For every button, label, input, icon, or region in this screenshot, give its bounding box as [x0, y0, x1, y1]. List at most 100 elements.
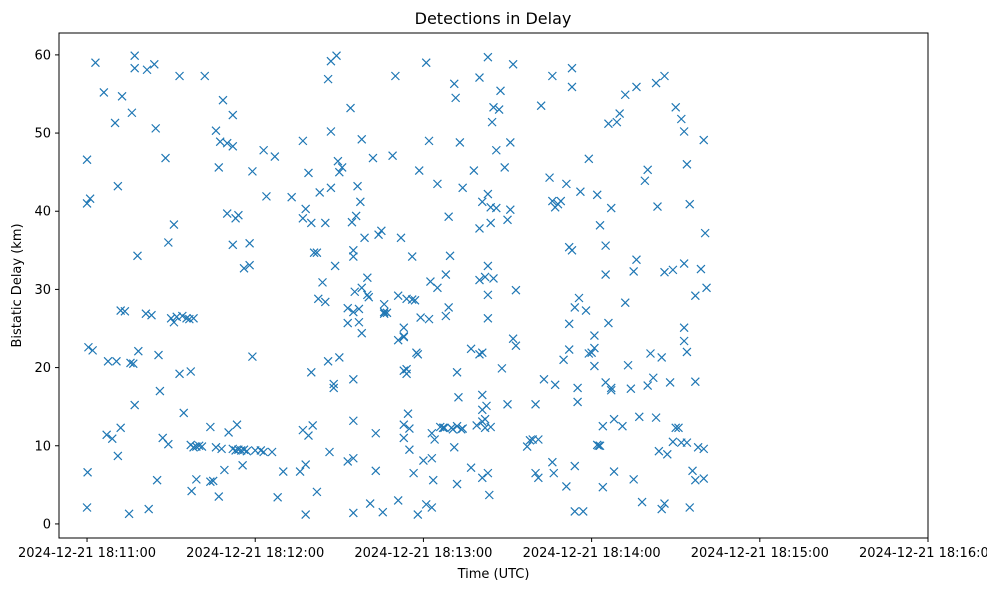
detection-point	[477, 197, 487, 207]
detection-point	[595, 441, 605, 451]
detection-point	[343, 456, 353, 466]
detection-point	[128, 359, 138, 369]
detection-point	[640, 176, 650, 186]
detection-point	[416, 313, 426, 322]
detection-point	[567, 63, 577, 73]
detection-point	[298, 213, 308, 223]
detection-point	[604, 318, 613, 328]
detection-point	[186, 367, 196, 376]
detection-point	[500, 163, 510, 172]
detection-point	[85, 194, 95, 204]
y-tick-label: 10	[34, 439, 51, 454]
y-tick-label: 50	[34, 127, 51, 142]
detection-point	[154, 350, 163, 360]
detection-point	[214, 163, 224, 172]
detection-point	[364, 292, 374, 302]
detection-point	[247, 352, 257, 362]
detection-point	[444, 302, 454, 312]
detection-point	[233, 210, 243, 220]
detection-point	[660, 499, 669, 509]
detection-point	[668, 265, 678, 275]
detection-point	[536, 101, 546, 111]
detection-point	[508, 334, 518, 344]
detection-point	[399, 323, 409, 333]
detection-point	[189, 313, 198, 323]
detection-point	[654, 446, 664, 456]
detection-point	[368, 153, 378, 163]
detection-point	[452, 421, 462, 431]
detection-point	[594, 441, 604, 451]
detection-point	[259, 145, 269, 155]
detection-point	[247, 166, 257, 176]
detection-point	[486, 218, 496, 228]
detection-point	[347, 217, 357, 227]
detection-point	[575, 187, 585, 197]
detection-point	[674, 423, 683, 433]
detection-point	[604, 119, 613, 129]
plot-area-frame	[58, 32, 929, 539]
detection-point	[348, 416, 358, 426]
detection-point	[371, 428, 381, 438]
detection-point	[407, 295, 417, 304]
detection-point	[91, 58, 100, 68]
detection-point	[323, 74, 333, 84]
detection-point	[379, 309, 389, 319]
detection-point	[454, 392, 463, 402]
detection-point	[496, 86, 505, 96]
detection-point	[444, 212, 454, 222]
detection-point	[646, 349, 655, 358]
detection-point	[348, 508, 358, 518]
detection-point	[113, 181, 123, 191]
detection-point	[483, 189, 493, 199]
detection-point	[660, 267, 669, 277]
detection-point	[651, 413, 661, 423]
detection-point	[124, 509, 134, 519]
detection-point	[483, 52, 493, 62]
detection-point	[682, 159, 692, 169]
detection-point	[427, 453, 437, 463]
detection-point	[547, 196, 557, 206]
detection-point	[418, 456, 428, 466]
detection-point	[606, 203, 616, 213]
detection-point	[337, 163, 347, 172]
detection-point	[182, 313, 191, 323]
detection-point	[83, 467, 93, 477]
detection-point	[399, 332, 409, 342]
detection-point	[451, 93, 461, 103]
detection-point	[374, 230, 383, 240]
detection-point	[144, 504, 154, 514]
detection-point	[348, 307, 358, 317]
detection-point	[525, 435, 535, 445]
detection-point	[486, 422, 496, 432]
detection-point	[239, 445, 249, 455]
detection-point	[702, 283, 711, 293]
detection-point	[505, 205, 515, 215]
x-tick-label: 2024-12-21 18:12:00	[186, 546, 324, 561]
detection-point	[402, 364, 412, 374]
detection-point	[149, 59, 159, 69]
detection-point	[581, 306, 591, 315]
detection-point	[484, 490, 494, 500]
detection-point	[219, 465, 229, 475]
detection-point	[357, 283, 367, 293]
detection-point	[668, 437, 678, 447]
detection-point	[365, 499, 375, 509]
detection-point	[126, 358, 135, 368]
detection-point	[503, 399, 512, 409]
detection-point	[567, 245, 577, 255]
detection-point	[700, 228, 710, 238]
detection-point	[228, 240, 238, 250]
detection-point	[270, 152, 280, 161]
detection-point	[393, 291, 403, 301]
detection-point	[682, 438, 692, 448]
detection-point	[326, 127, 336, 136]
detection-point	[410, 295, 420, 305]
detection-point	[458, 183, 468, 193]
y-tick-label: 60	[34, 48, 51, 63]
detection-point	[308, 421, 318, 430]
detection-point	[618, 421, 627, 431]
detection-point	[177, 311, 187, 321]
detection-point	[107, 434, 117, 444]
detection-point	[679, 323, 689, 333]
